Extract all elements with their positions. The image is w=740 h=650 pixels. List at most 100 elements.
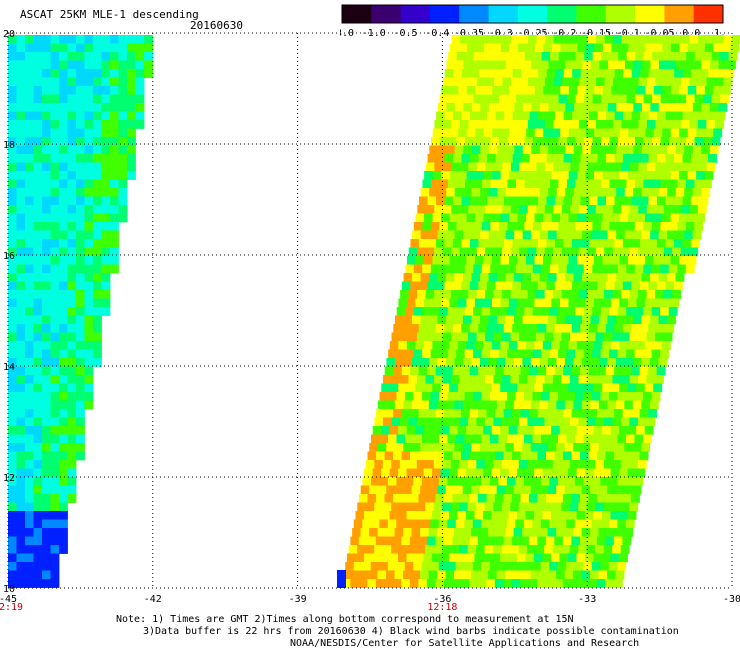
swath-cell (531, 230, 541, 240)
swath-cell (462, 315, 472, 325)
swath-cell (135, 94, 145, 104)
swath-cell (430, 222, 440, 231)
swath-cell (8, 468, 17, 478)
swath-cell (466, 128, 476, 138)
swath-cell (620, 460, 630, 469)
swath-cell (533, 553, 543, 563)
swath-cell (531, 103, 541, 112)
swath-cell (475, 43, 485, 53)
swath-cell (110, 162, 119, 172)
swath-cell (50, 290, 60, 299)
swath-cell (476, 502, 486, 512)
swath-cell (8, 426, 17, 435)
swath-cell (50, 171, 60, 180)
swath-cell (33, 264, 43, 274)
swath-cell (42, 290, 51, 299)
swath-cell (518, 417, 528, 427)
swath-cell (425, 290, 435, 299)
swath-cell (84, 230, 94, 240)
swath-cell (653, 383, 663, 393)
swath-cell (16, 247, 26, 257)
swath-cell (510, 162, 520, 172)
swath-cell (593, 426, 603, 435)
swath-cell (565, 103, 575, 112)
swath-cell (101, 196, 111, 206)
swath-cell (561, 205, 571, 214)
swath-cell (384, 579, 394, 588)
swath-cell (660, 222, 670, 231)
swath-cell (33, 298, 43, 308)
swath-cell (455, 562, 465, 571)
swath-cell (423, 511, 433, 520)
swath-cell (578, 205, 588, 214)
swath-cell (357, 545, 367, 554)
swath-cell (445, 485, 455, 495)
swath-cell (25, 154, 34, 163)
swath-cell (524, 52, 534, 61)
swath-cell (93, 35, 102, 44)
swath-cell (518, 460, 528, 469)
swath-cell (614, 239, 624, 248)
swath-cell (641, 230, 651, 240)
swath-cell (422, 349, 432, 359)
swath-cell (529, 409, 539, 418)
swath-cell (110, 111, 119, 121)
swath-cell (537, 324, 547, 333)
swath-cell (628, 128, 638, 138)
swath-cell (626, 137, 636, 146)
swath-cell (557, 519, 567, 529)
swath-cell (501, 375, 511, 384)
swath-cell (394, 528, 404, 537)
swath-cell (477, 35, 486, 44)
swath-cell (515, 477, 525, 486)
swath-cell (391, 375, 401, 384)
swath-cell (528, 536, 538, 546)
swath-cell (127, 111, 136, 121)
swath-cell (464, 434, 474, 444)
swath-cell (568, 468, 578, 478)
swath-cell (691, 69, 701, 78)
swath-cell (25, 222, 34, 231)
swath-cell (577, 213, 586, 223)
swath-cell (67, 451, 77, 461)
swath-cell (484, 460, 494, 469)
swath-cell (537, 281, 547, 291)
swath-cell (386, 358, 396, 367)
swath-cell (59, 545, 68, 554)
swath-cell (42, 213, 51, 223)
swath-cell (16, 570, 26, 580)
swath-cell (59, 230, 68, 240)
swath-cell (500, 426, 510, 435)
swath-cell (457, 341, 467, 350)
swath-cell (532, 264, 542, 274)
swath-cell (452, 579, 462, 588)
swath-cell (491, 511, 501, 520)
swath-cell (627, 298, 637, 308)
swath-cell (539, 60, 549, 70)
swath-cell (59, 341, 68, 350)
swath-cell (558, 52, 568, 61)
swath-cell (384, 494, 394, 503)
swath-cell (532, 519, 542, 529)
swath-cell (587, 162, 597, 172)
swath-cell (563, 239, 573, 248)
swath-cell (651, 264, 661, 274)
swath-cell (76, 94, 85, 104)
swath-cell (696, 128, 706, 138)
swath-cell (609, 392, 618, 401)
swath-cell (503, 579, 513, 588)
swath-cell (604, 162, 614, 172)
swath-cell (430, 179, 440, 189)
swath-cell (612, 120, 622, 129)
swath-cell (445, 570, 455, 580)
swath-cell (590, 145, 600, 155)
swath-cell (572, 196, 581, 206)
swath-cell (16, 366, 26, 376)
swath-cell (497, 188, 507, 197)
swath-cell (692, 145, 702, 155)
swath-cell (473, 179, 483, 189)
swath-cell (447, 519, 457, 529)
swath-cell (396, 349, 406, 359)
swath-cell (474, 468, 484, 478)
swath-cell (614, 324, 624, 333)
